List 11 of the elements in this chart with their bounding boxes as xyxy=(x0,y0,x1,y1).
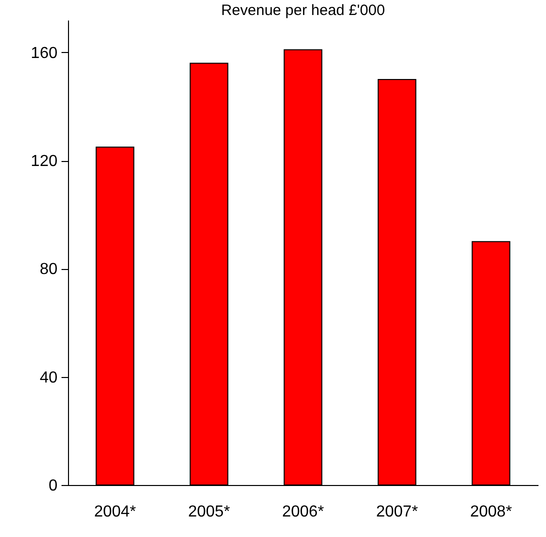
x-tick-label: 2004* xyxy=(94,504,136,520)
y-tick-label: 120 xyxy=(30,153,58,170)
y-tick-label: 80 xyxy=(40,261,58,278)
chart-title: Revenue per head £'000 xyxy=(221,2,385,19)
x-tick-label: 2007* xyxy=(376,504,418,520)
x-tick-label: 2005* xyxy=(188,504,230,520)
y-tick-label: 160 xyxy=(30,44,58,62)
x-tick-label: 2006* xyxy=(282,504,324,520)
y-tick-label: 40 xyxy=(40,369,58,386)
y-tick-label: 0 xyxy=(48,478,58,494)
x-tick-label: 2008* xyxy=(470,504,512,520)
